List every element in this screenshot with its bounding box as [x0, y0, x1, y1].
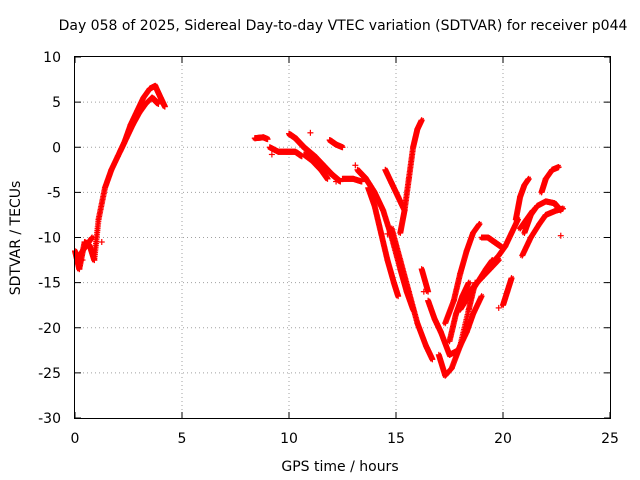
data-track: [512, 175, 532, 223]
data-track: [326, 137, 346, 151]
x-tick-label: 5: [178, 431, 187, 447]
data-point-plus: [557, 232, 564, 239]
chart-title: Day 058 of 2025, Sidereal Day-to-day VTE…: [59, 18, 628, 34]
data-point-plus: [307, 129, 314, 136]
data-marks: [72, 82, 566, 379]
data-track: [116, 94, 162, 155]
y-tick-label: -25: [38, 366, 61, 382]
data-point-plus: [79, 257, 86, 264]
data-point-plus: [268, 151, 275, 158]
data-track: [538, 164, 562, 196]
data-track: [339, 175, 365, 185]
y-tick-label: 5: [52, 95, 61, 111]
y-tick-label: -5: [47, 185, 61, 201]
y-tick-label: 10: [43, 50, 61, 66]
data-track: [517, 207, 536, 232]
data-track: [76, 234, 96, 259]
data-track: [365, 184, 402, 300]
data-point-plus: [495, 304, 502, 311]
data-point-plus: [333, 178, 340, 185]
data-track: [397, 117, 425, 236]
x-tick-labels: 0 5 10 15 20 25: [71, 431, 619, 447]
data-track: [437, 293, 485, 358]
x-tick-label: 25: [601, 431, 619, 447]
data-track: [425, 297, 444, 336]
data-track: [418, 266, 432, 295]
axis-ticks: [74, 56, 611, 419]
x-tick-label: 10: [280, 431, 298, 447]
y-tick-label: -30: [38, 411, 61, 427]
x-tick-label: 15: [387, 431, 405, 447]
data-point-plus: [352, 162, 359, 169]
data-track: [446, 279, 472, 345]
x-axis-label: GPS time / hours: [281, 459, 398, 475]
data-track: [500, 275, 515, 309]
y-tick-label: -15: [38, 276, 61, 292]
y-tick-label: 0: [52, 140, 61, 156]
y-tick-label: -20: [38, 321, 61, 337]
data-point-plus: [98, 239, 105, 246]
data-track: [442, 220, 483, 327]
plot-frame: [74, 56, 611, 419]
y-tick-labels: 10 5 0 -5 -10 -15 -20 -25 -30: [38, 50, 61, 427]
data-track: [286, 130, 344, 185]
x-tick-label: 20: [494, 431, 512, 447]
data-track: [388, 225, 436, 363]
data-point-plus: [384, 230, 391, 237]
data-track: [251, 134, 271, 143]
x-tick-label: 0: [71, 431, 80, 447]
data-point-plus: [420, 288, 427, 295]
y-tick-label: -10: [38, 231, 61, 247]
data-track: [300, 151, 331, 182]
data-track: [478, 216, 521, 282]
y-axis-label: SDTVAR / TECUs: [8, 181, 24, 296]
data-track: [478, 234, 504, 250]
